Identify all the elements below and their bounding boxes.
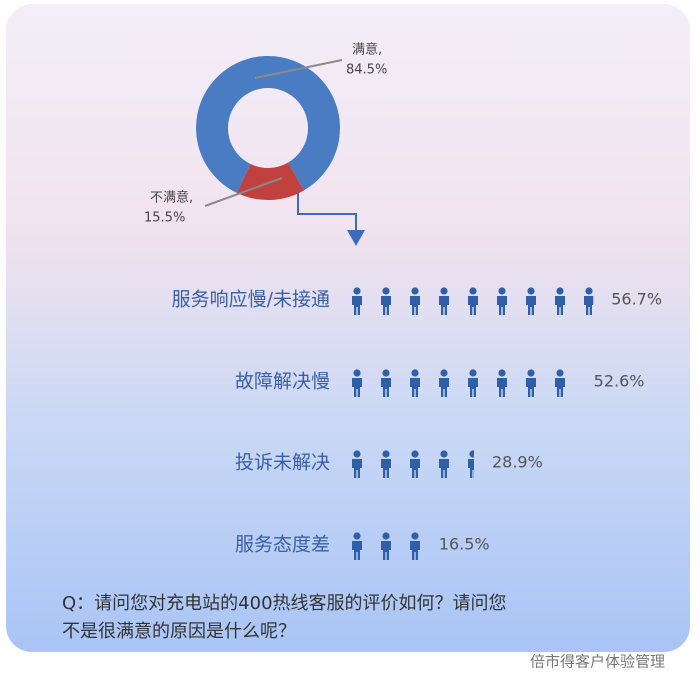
question: Q：请问您对充电站的400热线客服的评价如何？请问您 xyxy=(62,593,507,614)
person-icon-head xyxy=(440,287,448,295)
person-icon-head xyxy=(469,287,477,295)
person-icon-head xyxy=(382,450,390,458)
category-label: 服务态度差 xyxy=(235,534,330,556)
person-icon-head xyxy=(498,369,506,377)
person-icon-body xyxy=(439,378,449,397)
person-icon-body xyxy=(381,296,391,315)
slice-value: 84.5% xyxy=(346,63,387,78)
person-icon-head xyxy=(353,369,361,377)
leader-line xyxy=(254,59,343,79)
person-icon-body xyxy=(468,378,478,397)
person-icon-body xyxy=(526,378,536,397)
value-label: 56.7% xyxy=(611,290,662,309)
slice-label: 满意, xyxy=(352,42,382,58)
card-background xyxy=(6,4,690,652)
person-icon-head xyxy=(527,287,535,295)
slice-label: 不满意, xyxy=(150,190,193,206)
person-icon-head xyxy=(498,287,506,295)
person-icon-body xyxy=(352,378,362,397)
person-icon-body xyxy=(555,378,565,397)
person-icon-body xyxy=(439,459,449,478)
person-icon-body xyxy=(410,378,420,397)
person-icon-body xyxy=(497,378,507,397)
person-icon-head xyxy=(411,450,419,458)
person-icon-body xyxy=(352,459,362,478)
icon-bar xyxy=(352,450,474,478)
person-icon-body xyxy=(584,296,594,315)
person-icon-head xyxy=(411,369,419,377)
icon-bar xyxy=(352,287,594,315)
person-icon-head xyxy=(411,532,419,540)
person-icon-head xyxy=(382,287,390,295)
person-icon-body xyxy=(381,378,391,397)
person-icon-head xyxy=(469,450,474,458)
person-icon-head xyxy=(556,287,564,295)
person-icon-head xyxy=(353,450,361,458)
person-icon-body xyxy=(410,296,420,315)
person-icon-head xyxy=(382,369,390,377)
person-icon-head xyxy=(440,369,448,377)
watermark: 倍市得客户体验管理 xyxy=(530,653,665,671)
value-label: 28.9% xyxy=(492,453,543,472)
icon-bar xyxy=(352,532,420,560)
leader-line xyxy=(204,177,283,207)
person-icon-body xyxy=(410,541,420,560)
person-icon-body xyxy=(555,296,565,315)
icon-bar xyxy=(352,369,565,397)
value-label: 16.5% xyxy=(439,535,490,554)
person-icon-head xyxy=(382,532,390,540)
person-icon-head xyxy=(556,369,564,377)
category-label: 服务响应慢/未接通 xyxy=(172,289,330,311)
person-icon-body xyxy=(352,541,362,560)
person-icon-head xyxy=(440,450,448,458)
category-label: 故障解决慢 xyxy=(235,371,330,393)
person-icon-body xyxy=(352,296,362,315)
person-icon-head xyxy=(527,369,535,377)
person-icon-head xyxy=(411,287,419,295)
person-icon-body xyxy=(381,459,391,478)
person-icon-body xyxy=(410,459,420,478)
person-icon-body xyxy=(381,541,391,560)
person-icon-head xyxy=(353,287,361,295)
donut-slice xyxy=(196,56,341,193)
person-icon-head xyxy=(469,369,477,377)
person-icon-body xyxy=(526,296,536,315)
person-icon-head xyxy=(353,532,361,540)
value-label: 52.6% xyxy=(594,372,645,391)
category-label: 投诉未解决 xyxy=(235,452,330,474)
person-icon-body xyxy=(497,296,507,315)
flow-arrow xyxy=(297,186,365,246)
slice-value: 15.5% xyxy=(144,211,185,226)
question: 不是很满意的原因是什么呢？ xyxy=(62,621,296,642)
person-icon-head xyxy=(585,287,593,295)
person-icon-body xyxy=(439,296,449,315)
person-icon-body xyxy=(468,296,478,315)
person-icon-body xyxy=(468,459,474,478)
